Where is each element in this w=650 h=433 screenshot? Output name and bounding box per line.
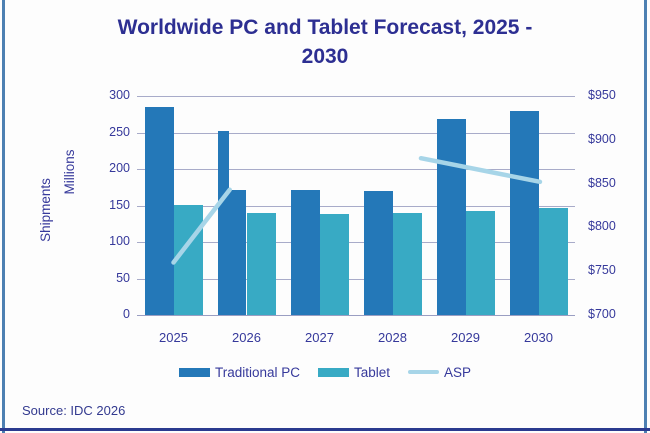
x-tick-label-2029: 2029 (451, 330, 480, 345)
bar-tablet-2025 (173, 204, 203, 315)
asp-line-segment-1 (171, 187, 232, 265)
y-tick-label-150: 150 (109, 197, 130, 212)
gridline (137, 278, 575, 280)
source-text: Source: IDC 2026 (22, 403, 126, 418)
bottom-rule (0, 428, 650, 431)
chart-legend: Traditional PC Tablet ASP (0, 362, 650, 382)
legend-swatch-asp (408, 370, 440, 374)
y-tick-label-50: 50 (116, 270, 130, 285)
legend-label: Tablet (354, 364, 391, 380)
y2-tick-label-850: $850 (588, 175, 616, 190)
bar-traditional-pc-2026 (217, 131, 230, 315)
right-border (644, 0, 647, 433)
y-tick-label-300: 300 (109, 88, 130, 102)
bar-tablet-2030 (538, 207, 568, 315)
left-border (2, 0, 5, 433)
x-axis-baseline (137, 315, 575, 317)
x-tick-label-2026: 2026 (232, 330, 261, 345)
y2-tick-label-700: $700 (588, 307, 616, 321)
bar-tablet-2028 (392, 212, 422, 315)
chart-title-line2: 2030 (301, 45, 349, 68)
legend-item-tablet: Tablet (318, 365, 390, 380)
legend-label: Traditional PC (214, 364, 300, 380)
gridline (137, 242, 575, 243)
x-tick-label-2027: 2027 (305, 330, 334, 345)
bar-tablet-2027 (319, 214, 349, 315)
x-tick-label-2028: 2028 (378, 330, 407, 345)
legend-item-asp: ASP (408, 365, 471, 380)
bar-traditional-pc-2026-clipped (229, 190, 247, 315)
bar-traditional-pc-2029 (436, 119, 466, 315)
chart-title: Worldwide PC and Tablet Forecast, 2025 -… (0, 13, 650, 71)
gridline (137, 132, 575, 134)
gridline (137, 96, 575, 97)
bar-traditional-pc-2025 (144, 106, 174, 315)
legend-label: ASP (444, 364, 472, 380)
chart-title-line1: Worldwide PC and Tablet Forecast, 2025 - (117, 16, 533, 39)
bar-traditional-pc-2027 (290, 190, 320, 315)
y2-tick-label-900: $900 (588, 131, 616, 146)
y-tick-label-100: 100 (109, 234, 130, 248)
bar-traditional-pc-2030 (509, 111, 539, 315)
y2-tick-label-750: $750 (588, 263, 616, 278)
y2-tick-label-950: $950 (588, 88, 616, 102)
x-tick-label-2025: 2025 (159, 330, 188, 345)
y-tick-label-250: 250 (109, 124, 130, 139)
legend-swatch-traditional-pc (178, 367, 210, 377)
y-tick-label-200: 200 (109, 161, 130, 175)
gridline (137, 169, 575, 170)
bar-traditional-pc-2028 (363, 190, 393, 315)
legend-item-traditional-pc: Traditional PC (178, 364, 300, 380)
legend-swatch-tablet (318, 367, 349, 377)
x-tick-label-2030: 2030 (524, 330, 553, 345)
bar-tablet-2026 (246, 212, 276, 315)
y2-tick-label-800: $800 (588, 219, 616, 234)
y-tick-label-0: 0 (123, 307, 130, 321)
bar-tablet-2029 (465, 211, 495, 315)
asp-line-segment-2 (418, 155, 543, 185)
gridline (137, 205, 575, 207)
